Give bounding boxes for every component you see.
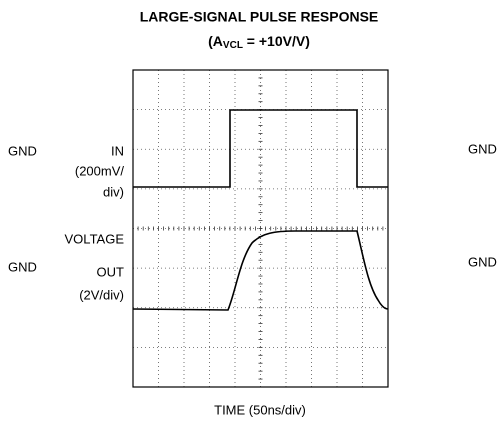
gnd-label: GND: [468, 141, 497, 156]
out-label: OUT: [97, 264, 125, 279]
plot-frame: [132, 69, 389, 388]
in-label: IN: [111, 143, 124, 158]
subtitle-rest: = +10V/V): [243, 33, 310, 49]
gnd-label: GND: [8, 259, 37, 274]
subtitle-open: (A: [208, 33, 223, 49]
gnd-label: GND: [468, 254, 497, 269]
in-scale: (200mV/: [75, 163, 125, 178]
output-trace: [132, 230, 389, 311]
input-trace: [133, 109, 388, 188]
subtitle-sub: VCL: [223, 40, 243, 51]
in-scale: div): [103, 184, 124, 199]
grid: [132, 69, 389, 388]
x-axis-label: TIME (50ns/div): [214, 402, 306, 417]
gnd-label: GND: [8, 143, 37, 158]
voltage-label: VOLTAGE: [65, 231, 125, 246]
subtitle: (AVCL = +10V/V): [208, 33, 310, 51]
title: LARGE-SIGNAL PULSE RESPONSE: [140, 9, 379, 25]
out-scale: (2V/div): [79, 287, 124, 302]
